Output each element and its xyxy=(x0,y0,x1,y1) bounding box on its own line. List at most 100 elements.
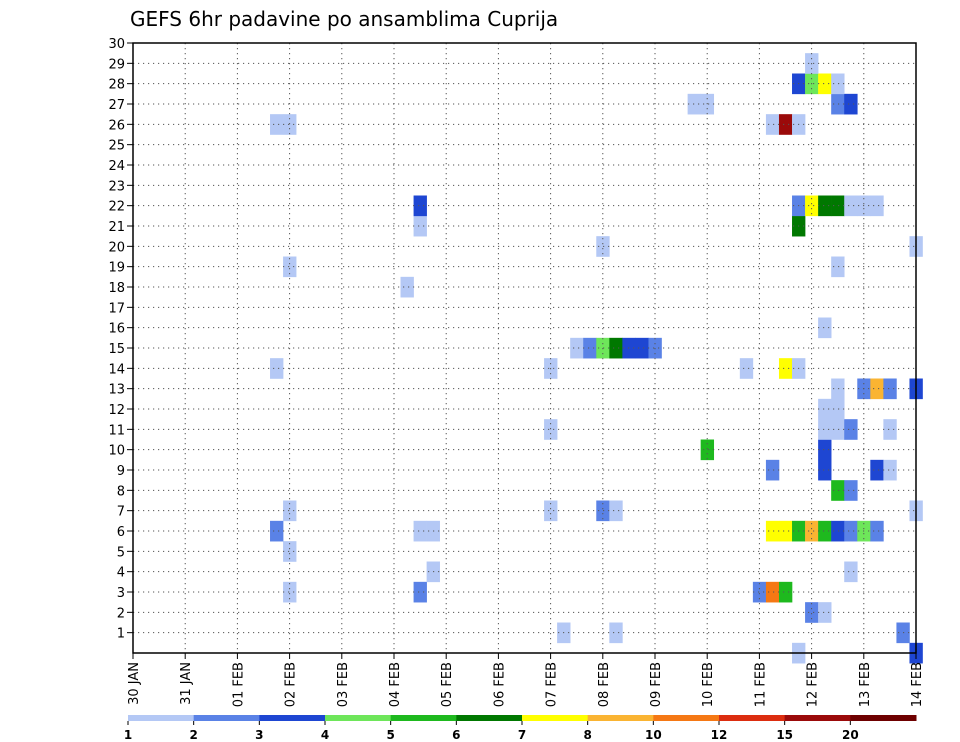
precip-cell xyxy=(844,520,858,542)
precip-cell xyxy=(413,195,427,217)
precip-cell xyxy=(831,520,845,542)
precip-cell xyxy=(831,398,845,420)
x-tick-label: 10 FEB xyxy=(701,662,716,707)
y-tick-label: 22 xyxy=(108,200,125,215)
precip-cell xyxy=(818,73,832,95)
precip-cell xyxy=(831,93,845,115)
y-tick-label: 6 xyxy=(117,525,125,540)
precip-cell xyxy=(778,520,793,542)
precip-cell xyxy=(818,419,832,440)
precip-cell xyxy=(413,215,427,237)
precip-cell xyxy=(609,622,623,644)
x-tick-label: 04 FEB xyxy=(388,662,403,707)
y-tick-label: 10 xyxy=(108,444,125,459)
precip-cell xyxy=(609,500,623,522)
y-tick-label: 30 xyxy=(108,37,125,52)
y-tick-label: 14 xyxy=(108,362,125,377)
y-tick-label: 13 xyxy=(108,383,125,398)
y-tick-label: 11 xyxy=(108,423,125,438)
legend-swatch xyxy=(784,715,851,721)
precip-cell xyxy=(765,114,780,135)
x-tick-label: 02 FEB xyxy=(284,662,299,707)
y-tick-label: 18 xyxy=(108,281,125,296)
legend-label: 5 xyxy=(386,728,394,742)
precip-cell xyxy=(609,337,623,359)
precip-cell xyxy=(635,337,649,359)
precip-cell xyxy=(818,602,832,623)
x-tick-label: 13 FEB xyxy=(858,662,873,707)
y-tick-label: 16 xyxy=(108,322,125,337)
precip-cell xyxy=(413,581,427,603)
precip-cell xyxy=(583,337,597,359)
x-tick-label: 03 FEB xyxy=(336,662,351,707)
y-tick-label: 21 xyxy=(108,220,125,235)
x-tick-label: 08 FEB xyxy=(597,662,612,707)
precip-cell xyxy=(270,114,284,135)
precip-cell xyxy=(765,581,780,603)
precip-cell xyxy=(596,500,610,522)
legend-label: 7 xyxy=(518,728,526,742)
precip-cell xyxy=(818,520,832,542)
precip-cell xyxy=(870,520,884,542)
legend-swatch xyxy=(522,715,589,721)
precip-cell xyxy=(283,500,297,522)
precip-cell xyxy=(844,480,858,501)
precip-cell xyxy=(870,195,884,217)
precip-cell xyxy=(778,358,793,379)
precip-cell xyxy=(283,581,297,603)
precip-cells xyxy=(270,53,923,664)
precip-cell xyxy=(844,195,858,217)
legend-swatch xyxy=(390,715,457,721)
precip-cell xyxy=(844,419,858,440)
y-tick-label: 25 xyxy=(108,139,125,154)
legend-label: 2 xyxy=(189,728,197,742)
precip-cell xyxy=(283,114,297,135)
y-tick-label: 1 xyxy=(117,627,125,642)
y-tick-label: 23 xyxy=(108,179,125,194)
legend-label: 6 xyxy=(452,728,460,742)
x-tick-label: 09 FEB xyxy=(649,662,664,707)
precip-cell xyxy=(739,358,754,379)
y-tick-label: 8 xyxy=(117,484,125,499)
legend-label: 4 xyxy=(321,728,329,742)
precip-cell xyxy=(270,520,284,542)
precip-cell xyxy=(818,398,832,420)
legend-swatch xyxy=(719,715,786,721)
precip-cell xyxy=(765,520,780,542)
x-tick-label: 31 JAN xyxy=(179,662,194,705)
y-tick-label: 24 xyxy=(108,159,125,174)
grid-lines xyxy=(132,42,917,653)
x-tick-label: 01 FEB xyxy=(231,662,246,707)
precip-cell xyxy=(818,459,832,481)
precip-cell xyxy=(400,276,414,298)
y-axis-ticks: 1234567891011121314151617181920212223242… xyxy=(108,37,133,642)
precip-cell xyxy=(687,93,701,115)
legend-label: 15 xyxy=(776,728,793,742)
x-tick-label: 30 JAN xyxy=(127,662,142,705)
legend-swatch xyxy=(325,715,392,721)
precip-cell xyxy=(818,317,832,339)
legend-label: 1 xyxy=(124,728,132,742)
precip-cell xyxy=(883,459,897,481)
legend-label: 8 xyxy=(583,728,591,742)
precip-cell xyxy=(283,256,297,278)
precip-cell xyxy=(805,195,819,217)
precip-cell xyxy=(765,459,780,481)
precip-cell xyxy=(831,419,845,440)
y-tick-label: 29 xyxy=(108,57,125,72)
x-tick-label: 12 FEB xyxy=(806,662,821,707)
precip-cell xyxy=(831,195,845,217)
y-tick-label: 19 xyxy=(108,261,125,276)
y-tick-label: 2 xyxy=(117,606,125,621)
plot-frame xyxy=(132,42,917,654)
legend-label: 10 xyxy=(645,728,662,742)
precip-cell xyxy=(778,114,793,135)
precip-cell xyxy=(844,561,858,583)
y-tick-label: 26 xyxy=(108,118,125,133)
precip-cell xyxy=(818,195,832,217)
precip-cell xyxy=(870,378,884,400)
legend-swatch xyxy=(193,715,260,721)
precip-cell xyxy=(818,439,832,461)
precip-cell xyxy=(544,419,558,440)
x-tick-label: 14 FEB xyxy=(910,662,925,707)
